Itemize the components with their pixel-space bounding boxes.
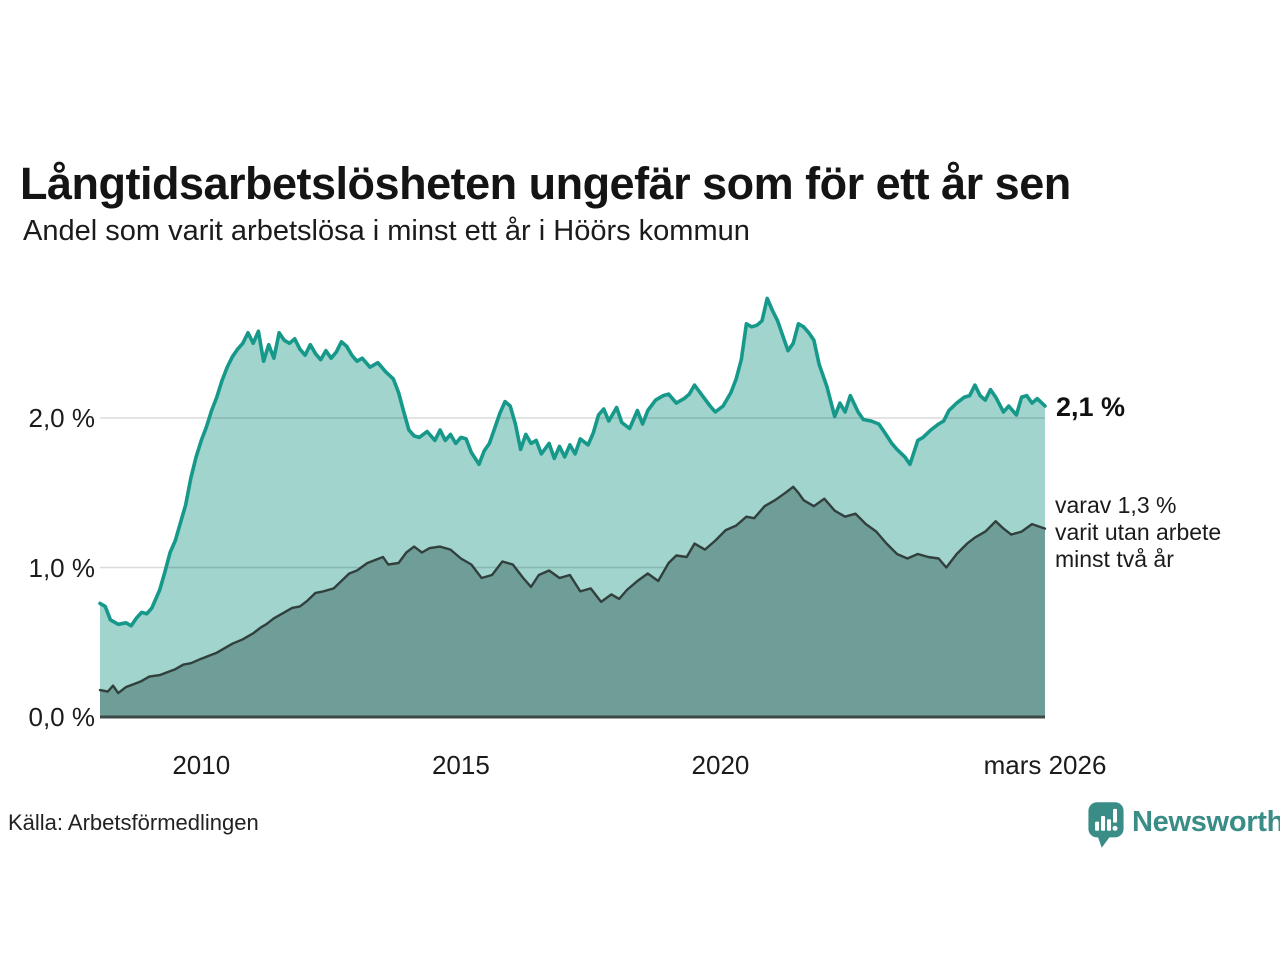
bar-chart-speech-bubble-icon: [1088, 802, 1124, 848]
secondary-annotation: varav 1,3 % varit utan arbete minst två …: [1055, 492, 1221, 573]
series-twoplus-line: [98, 485, 1047, 695]
secondary-annotation-line-1: varav 1,3 %: [1055, 492, 1177, 518]
series-twoplus-area: [100, 486, 1045, 717]
series-total-line: [98, 296, 1047, 628]
y-tick-label: 1,0 %: [28, 552, 96, 583]
source-label: Källa: Arbetsförmedlingen: [8, 810, 259, 835]
newsworthy-logo: Newsworthy: [1087, 800, 1280, 850]
x-tick-label: mars 2026: [983, 750, 1107, 780]
newsworthy-logo-text: Newsworthy: [1132, 806, 1280, 838]
y-tick-label: 0,0 %: [28, 702, 96, 732]
page-title: Långtidsarbetslösheten ungefär som för e…: [20, 158, 1071, 210]
y-tick-label: 2,0 %: [28, 403, 96, 433]
x-tick-label: 2010: [172, 750, 231, 780]
latest-value-label: 2,1 %: [1056, 392, 1126, 422]
secondary-annotation-line-3: minst två år: [1055, 546, 1174, 572]
x-tick-label: 2020: [691, 750, 750, 780]
page-subtitle: Andel som varit arbetslösa i minst ett å…: [23, 215, 750, 247]
x-tick-label: 2015: [431, 750, 490, 780]
secondary-annotation-line-2: varit utan arbete: [1055, 519, 1222, 545]
